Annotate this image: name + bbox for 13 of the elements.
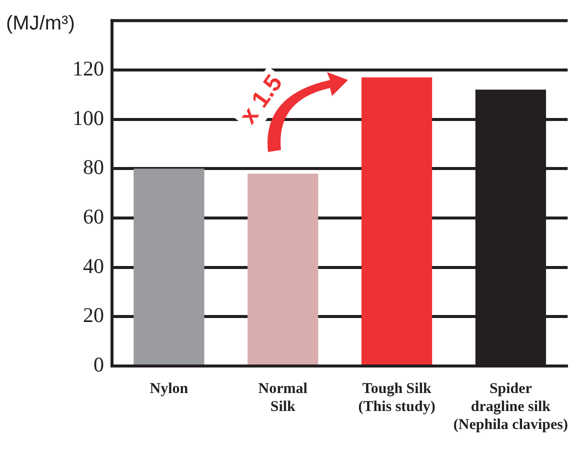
y-axis-title: (MJ/m³) <box>6 12 75 35</box>
y-tick-label: 0 <box>94 352 104 377</box>
y-tick-label: 60 <box>83 204 104 228</box>
x-tick-label: Normal Silk <box>258 380 308 415</box>
y-tick-label: 40 <box>83 254 104 278</box>
x-tick-label: Spider dragline silk (Nephila clavipes) <box>453 380 568 433</box>
x-tick-label: Tough Silk (This study) <box>358 380 436 415</box>
y-tick-label: 100 <box>72 106 104 130</box>
x-tick-label: Nylon <box>150 380 189 397</box>
y-tick-label: 120 <box>72 56 104 80</box>
y-tick-label: 20 <box>83 303 104 328</box>
y-tick-label: 80 <box>83 155 104 180</box>
annotation: x 1.5 <box>234 70 288 130</box>
